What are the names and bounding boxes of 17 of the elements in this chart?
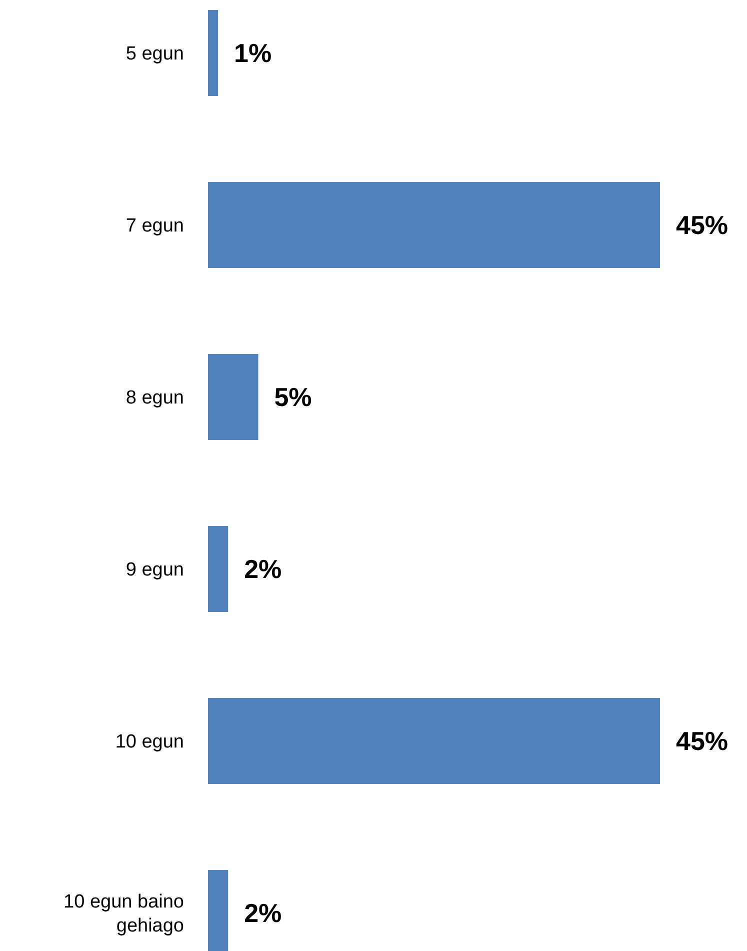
y-tick-label: 8 egun <box>126 388 184 409</box>
y-tick-label: 10 egun baino gehiago <box>64 892 184 937</box>
data-label: 2% <box>244 898 282 928</box>
data-label: 2% <box>244 554 282 584</box>
y-tick-label: 10 egun <box>115 732 184 753</box>
bar <box>208 10 218 96</box>
data-label: 45% <box>676 726 728 756</box>
data-label: 1% <box>234 38 272 68</box>
bar <box>208 698 660 784</box>
y-tick-label: 5 egun <box>126 44 184 65</box>
data-label: 45% <box>676 210 728 240</box>
bar <box>208 182 660 268</box>
y-tick-label: 9 egun <box>126 560 184 581</box>
bar <box>208 526 228 612</box>
bar <box>208 354 258 440</box>
y-tick-label: 7 egun <box>126 216 184 237</box>
data-label: 5% <box>274 382 312 412</box>
